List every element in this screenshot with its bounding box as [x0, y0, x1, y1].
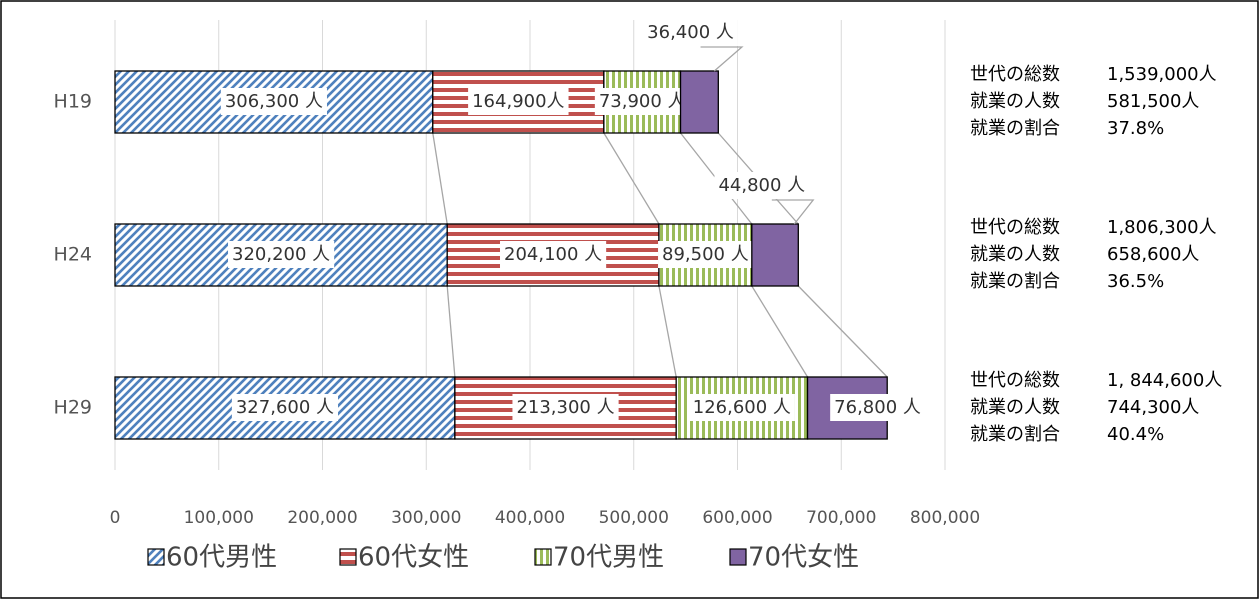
connector — [751, 285, 809, 378]
annotation-label: 世代の総数 — [970, 370, 1060, 391]
connector — [797, 285, 888, 378]
value-label-bg — [594, 88, 690, 115]
annotation-value: 37.8% — [1107, 118, 1164, 139]
annotation-value: 658,600人 — [1107, 244, 1199, 265]
legend-swatch — [339, 548, 357, 566]
connector — [658, 285, 677, 378]
x-tick-label: 800,000 — [910, 508, 980, 528]
annotation-label: 就業の人数 — [970, 91, 1060, 112]
x-tick-label: 600,000 — [702, 508, 772, 528]
x-tick-label: 500,000 — [599, 508, 669, 528]
annotation-label: 世代の総数 — [970, 64, 1060, 85]
value-label: 204,100 人 — [504, 244, 602, 265]
annotation-value: 36.5% — [1107, 271, 1164, 292]
value-label-group: 306,300 人 — [220, 88, 327, 115]
annotation-label: 世代の総数 — [970, 217, 1060, 238]
value-label: 327,600 人 — [236, 397, 334, 418]
legend-swatch — [147, 548, 165, 566]
annotation-value: 581,500人 — [1107, 91, 1199, 112]
value-label-group: 320,200 人 — [228, 241, 335, 268]
x-tick-label: 300,000 — [391, 508, 461, 528]
category-label: H24 — [54, 244, 92, 266]
connector — [446, 285, 456, 378]
value-label: 126,600 人 — [693, 397, 791, 418]
annotation-value: 40.4% — [1107, 424, 1164, 445]
value-label-bg — [830, 394, 925, 421]
value-label-bg — [643, 19, 738, 46]
value-label-group: 213,300 人 — [512, 394, 619, 421]
legend-label: 60代女性 — [358, 543, 469, 573]
value-label: 320,200 人 — [232, 244, 330, 265]
x-tick-label: 700,000 — [806, 508, 876, 528]
value-label: 36,400 人 — [647, 22, 734, 43]
x-tick-label: 0 — [110, 508, 121, 528]
annotation-value: 1,539,000人 — [1107, 64, 1217, 85]
category-label: H19 — [54, 91, 92, 113]
value-label-bg — [220, 88, 327, 115]
annotation-label: 就業の割合 — [970, 118, 1060, 139]
value-label-group: 44,800 人 — [714, 172, 815, 225]
value-label: 164,900人 — [472, 91, 564, 112]
legend-swatch — [534, 548, 552, 566]
category-label: H29 — [54, 397, 92, 419]
value-label: 76,800 人 — [834, 397, 921, 418]
value-label-bg — [500, 241, 607, 268]
legend-label: 70代男性 — [553, 543, 664, 573]
value-label: 89,500 人 — [662, 244, 749, 265]
legend-label: 60代男性 — [166, 543, 277, 573]
value-label-group: 164,900人 — [468, 88, 569, 115]
leader-line — [771, 199, 815, 225]
connector — [432, 132, 448, 225]
value-label-group: 36,400 人 — [643, 19, 744, 72]
bar-segment — [751, 223, 799, 287]
value-label-bg — [714, 172, 810, 199]
value-label-bg — [231, 394, 339, 421]
value-label-bg — [228, 241, 335, 268]
connector — [603, 132, 660, 225]
annotation-label: 就業の人数 — [970, 244, 1060, 265]
legend-label: 70代女性 — [748, 543, 859, 573]
value-label-group: 126,600 人 — [688, 394, 795, 421]
annotation-label: 就業の割合 — [970, 271, 1060, 292]
annotation-value: 1,806,300人 — [1107, 217, 1217, 238]
x-tick-label: 200,000 — [287, 508, 357, 528]
value-label-bg — [688, 394, 795, 421]
annotation-value: 744,300人 — [1107, 397, 1199, 418]
x-tick-label: 400,000 — [495, 508, 565, 528]
annotation-value: 1, 844,600人 — [1107, 370, 1222, 391]
value-label-group: 76,800 人 — [830, 394, 925, 421]
bar-segment — [679, 70, 719, 134]
value-label-bg — [468, 88, 569, 115]
x-tick-label: 100,000 — [184, 508, 254, 528]
value-label: 213,300 人 — [516, 397, 614, 418]
annotation-label: 就業の人数 — [970, 397, 1060, 418]
value-label: 306,300 人 — [225, 91, 323, 112]
value-label: 44,800 人 — [718, 175, 805, 196]
value-label-group: 327,600 人 — [231, 394, 339, 421]
leader-line — [700, 46, 744, 72]
bar-segment — [446, 223, 660, 287]
value-label-group: 204,100 人 — [500, 241, 607, 268]
value-label-bg — [658, 241, 753, 268]
value-label-bg — [512, 394, 619, 421]
value-label-group: 73,900 人 — [594, 88, 690, 115]
annotation-label: 就業の割合 — [970, 424, 1060, 445]
value-label-group: 89,500 人 — [658, 241, 753, 268]
legend-swatch — [729, 548, 747, 566]
value-label: 73,900 人 — [599, 91, 686, 112]
